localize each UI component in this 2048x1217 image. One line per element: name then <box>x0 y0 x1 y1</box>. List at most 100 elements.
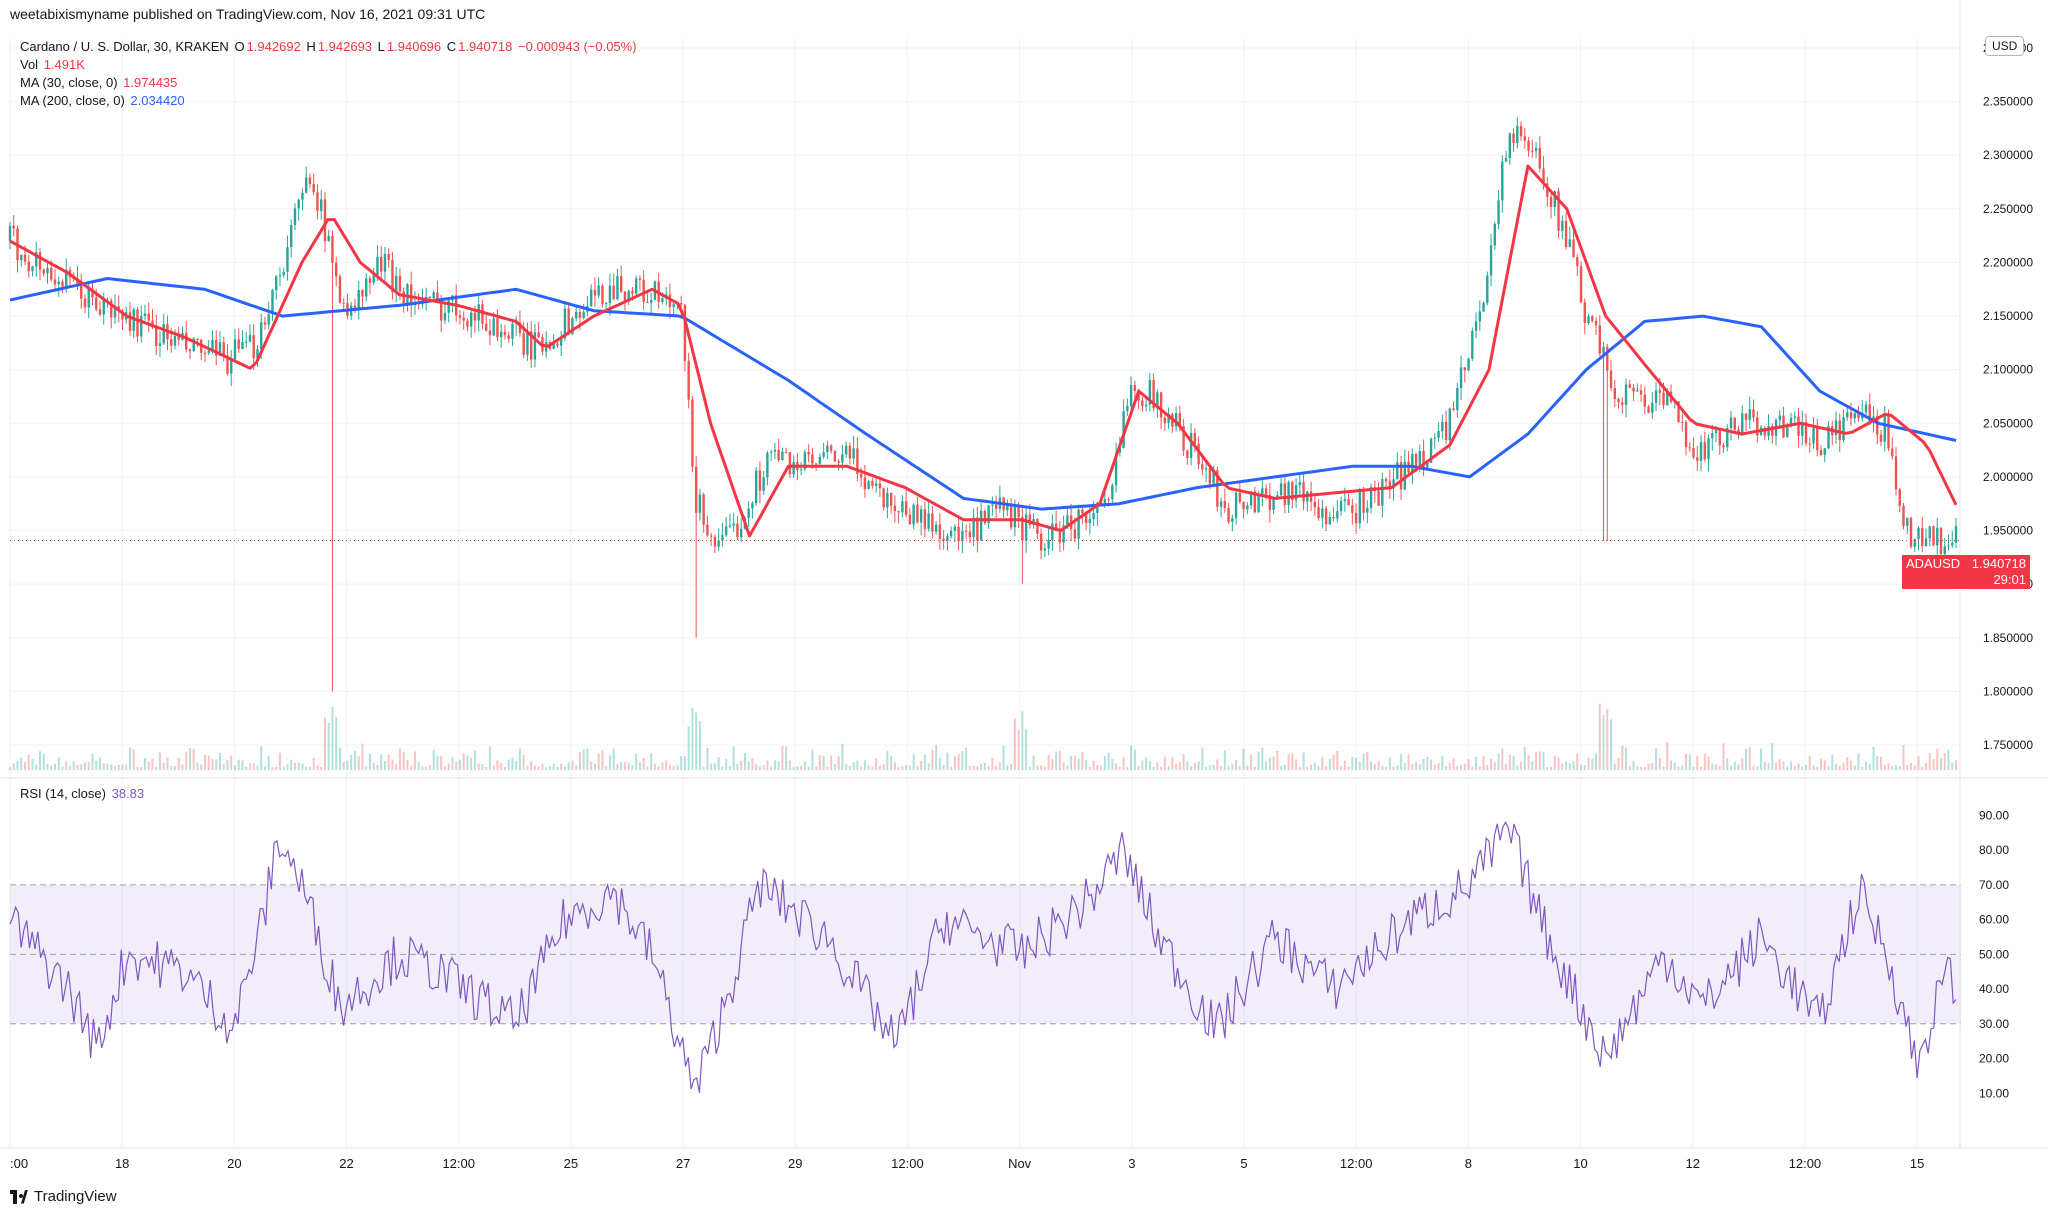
volume-bar <box>1366 751 1369 770</box>
candle-body <box>492 318 495 336</box>
volume-legend[interactable]: Vol 1.491K <box>20 56 87 74</box>
volume-bar <box>728 766 731 770</box>
rsi-legend[interactable]: RSI (14, close) 38.83 <box>20 785 146 803</box>
volume-bar <box>1718 766 1721 770</box>
volume-bar <box>380 754 383 770</box>
volume-bar <box>1272 756 1275 770</box>
candle-body <box>859 474 863 478</box>
volume-bar <box>1838 765 1841 770</box>
volume-bar <box>1092 760 1095 770</box>
candle-body <box>207 350 210 354</box>
volume-bar <box>1186 761 1189 770</box>
volume-bar <box>687 726 690 770</box>
publisher-watermark: weetabixismyname published on TradingVie… <box>10 6 486 22</box>
candle-body <box>1073 529 1077 539</box>
volume-bar <box>1235 759 1238 770</box>
volume-bar <box>102 763 105 770</box>
candle-body <box>110 300 113 318</box>
volume-bar <box>890 755 893 770</box>
candle-body <box>979 510 983 541</box>
volume-bar <box>410 765 413 770</box>
volume-bar <box>143 757 146 770</box>
candle-body <box>728 525 732 527</box>
candle-body <box>308 177 312 185</box>
rsi-band <box>10 884 1961 1025</box>
candle-body <box>687 360 690 400</box>
volume-bar <box>1775 762 1778 770</box>
candle-body <box>1827 426 1830 449</box>
volume-bar <box>1662 766 1665 770</box>
rsi-tick-label: 60.00 <box>1979 913 2009 927</box>
candle-body <box>293 208 297 226</box>
candle-body <box>499 331 503 338</box>
volume-bar <box>1400 754 1403 770</box>
candle-body <box>1129 384 1133 406</box>
volume-bar <box>1887 763 1890 770</box>
volume-bar <box>1471 766 1474 770</box>
candle-body <box>188 349 192 352</box>
candle-body <box>1043 548 1047 551</box>
volume-bar <box>57 756 60 770</box>
volume-bar <box>1527 755 1530 770</box>
candle-body <box>380 256 383 272</box>
tradingview-brand[interactable]: TradingView <box>10 1188 117 1205</box>
volume-bar <box>976 766 979 770</box>
candle-body <box>1898 489 1901 506</box>
volume-bar <box>155 766 158 770</box>
volume-bar <box>935 744 938 770</box>
time-axis[interactable]: :00 18 20 22 12:00 25 27 29 12:00 Nov 3 5 12:00 8 10 12… <box>10 1156 1924 1171</box>
volume-bar <box>147 761 150 770</box>
candle-body <box>1467 358 1470 371</box>
volume-bar <box>1242 748 1245 770</box>
price-tick-label: 2.150000 <box>1983 309 2033 323</box>
volume-bar <box>848 765 851 770</box>
volume-bar <box>1531 761 1534 770</box>
price-tick-label: 2.000000 <box>1983 470 2033 484</box>
volume-bar <box>961 751 964 770</box>
volume-bar <box>597 753 600 770</box>
symbol-legend[interactable]: Cardano / U. S. Dollar, 30, KRAKEN O 1.94… <box>20 38 639 56</box>
volume-bar <box>788 760 791 770</box>
volume-bar <box>830 755 833 770</box>
volume-bar <box>1902 744 1905 770</box>
volume-bar <box>383 761 386 770</box>
currency-button[interactable]: USD <box>1985 36 2025 56</box>
candle-body <box>38 252 42 270</box>
volume-bar <box>983 762 986 770</box>
volume-bar <box>980 763 983 770</box>
ma200-legend[interactable]: MA (200, close, 0) 2.034420 <box>20 92 187 110</box>
candle-body <box>1662 392 1665 406</box>
volume-bar <box>1325 766 1328 770</box>
candle-body <box>646 301 649 303</box>
volume-bar <box>151 758 154 770</box>
volume-bar <box>1647 763 1650 770</box>
volume-label: Vol <box>20 57 39 72</box>
candle-body <box>395 276 398 293</box>
candle-body <box>503 331 507 336</box>
volume-bar <box>1610 719 1613 770</box>
volume-bar <box>1921 766 1924 770</box>
candle-body <box>143 313 147 316</box>
ma30-legend[interactable]: MA (30, close, 0) 1.974435 <box>20 74 179 92</box>
volume-bar <box>278 752 281 770</box>
volume-bar <box>1231 764 1234 770</box>
candle-body <box>1392 479 1395 489</box>
volume-bar <box>1508 755 1511 770</box>
volume-bar <box>1493 762 1496 770</box>
volume-bar <box>1441 756 1444 770</box>
ma200-line <box>9 277 1957 511</box>
volume-bar <box>747 761 750 770</box>
volume-bar <box>140 766 143 770</box>
volume-bar <box>1688 754 1691 770</box>
volume-bar <box>1741 758 1744 770</box>
candle-body <box>1047 539 1050 549</box>
volume-bar <box>1812 765 1815 770</box>
candle-body <box>297 199 300 209</box>
candle-body <box>372 275 375 283</box>
candle-body <box>170 339 173 346</box>
candle-body <box>245 341 248 343</box>
candle-body <box>1017 504 1020 517</box>
candle-body <box>387 253 390 260</box>
volume-bar <box>1666 742 1669 770</box>
